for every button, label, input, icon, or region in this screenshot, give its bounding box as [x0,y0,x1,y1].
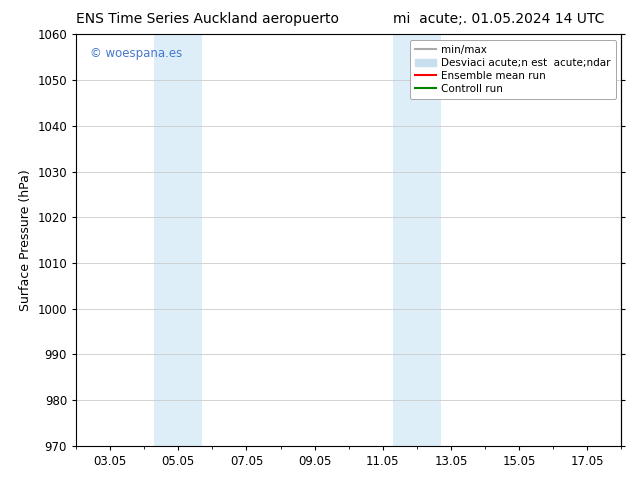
Text: mi  acute;. 01.05.2024 14 UTC: mi acute;. 01.05.2024 14 UTC [393,12,604,26]
Bar [155,34,202,446]
Y-axis label: Surface Pressure (hPa): Surface Pressure (hPa) [19,169,32,311]
Text: ENS Time Series Auckland aeropuerto: ENS Time Series Auckland aeropuerto [76,12,339,26]
Text: © woespana.es: © woespana.es [90,47,182,60]
Bar [393,34,441,446]
Legend: min/max, Desviaci acute;n est  acute;ndar, Ensemble mean run, Controll run: min/max, Desviaci acute;n est acute;ndar… [410,40,616,99]
